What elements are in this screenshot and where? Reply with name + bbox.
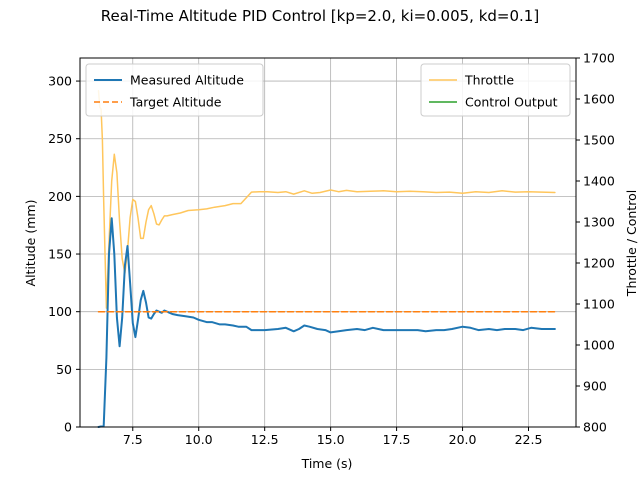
legend-label: Measured Altitude — [130, 73, 244, 88]
x-tick-label: 17.5 — [383, 432, 411, 447]
legend-label: Control Output — [465, 95, 558, 110]
y-right-tick-label: 1300 — [583, 215, 615, 230]
y-left-tick-label: 0 — [64, 420, 72, 435]
y-right-tick-label: 1600 — [583, 92, 615, 107]
y-right-tick-label: 1700 — [583, 51, 615, 66]
y-left-tick-label: 300 — [48, 74, 72, 89]
axes-frame — [79, 57, 577, 428]
plot-area — [97, 90, 556, 428]
x-tick-label: 20.0 — [449, 432, 477, 447]
legend-right: Throttle Control Output — [420, 63, 571, 117]
y-right-tick-label: 1100 — [583, 297, 615, 312]
chart-title: Real-Time Altitude PID Control [kp=2.0, … — [101, 7, 539, 25]
series-measured-altitude — [97, 217, 556, 428]
legend-frame — [420, 63, 571, 117]
legend-label: Throttle — [464, 73, 514, 88]
y-left-tick-label: 200 — [48, 189, 72, 204]
y-right-tick-label: 1200 — [583, 256, 615, 271]
y-right-tick-label: 800 — [583, 420, 607, 435]
y-left-tick-label: 50 — [56, 362, 72, 377]
x-tick-label: 12.5 — [251, 432, 279, 447]
x-axis-label: Time (s) — [301, 456, 353, 471]
y-axis-left-label: Altitude (mm) — [23, 200, 38, 287]
x-tick-label: 15.0 — [317, 432, 345, 447]
x-tick-label: 7.5 — [123, 432, 143, 447]
legend-label: Target Altitude — [129, 95, 222, 110]
y-axis-right-label: Throttle / Control — [624, 190, 639, 297]
tick-layer: 7.5 10.0 12.5 15.0 17.5 20.0 22.5 0 50 100 150 200 2… — [48, 51, 615, 448]
y-left-tick-label: 250 — [48, 131, 72, 146]
x-tick-label: 10.0 — [185, 432, 213, 447]
y-right-tick-label: 1500 — [583, 133, 615, 148]
y-left-tick-label: 100 — [48, 304, 72, 319]
y-right-tick-label: 900 — [583, 379, 607, 394]
x-tick-label: 22.5 — [515, 432, 543, 447]
y-left-tick-label: 150 — [48, 247, 72, 262]
series-throttle — [97, 90, 556, 309]
legend-left: Measured Altitude Target Altitude — [85, 63, 264, 117]
y-right-tick-label: 1000 — [583, 338, 615, 353]
legend-frame — [85, 63, 264, 117]
y-right-tick-label: 1400 — [583, 174, 615, 189]
